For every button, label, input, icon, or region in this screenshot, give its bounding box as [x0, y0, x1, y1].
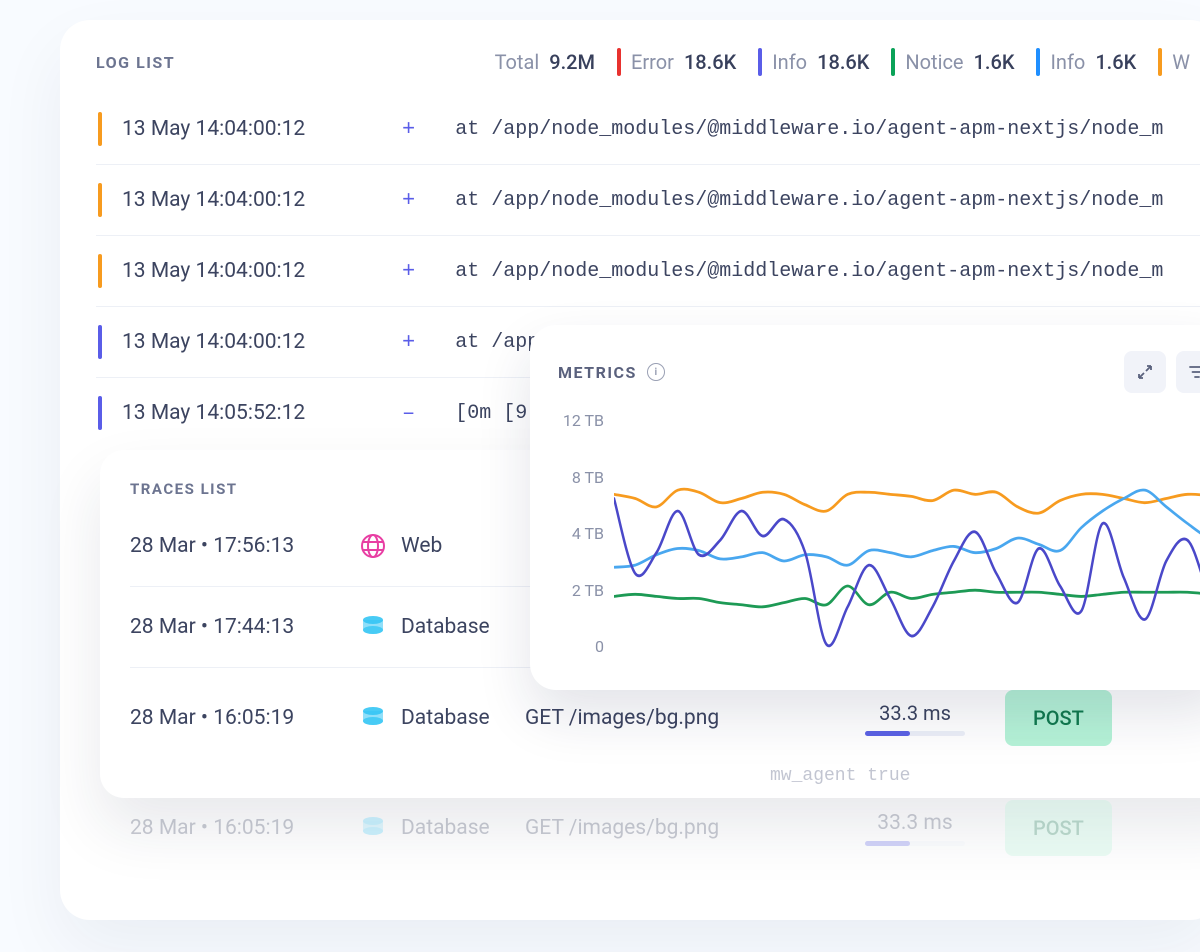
stat-item[interactable]: Total 9.2M: [495, 48, 595, 76]
series-line: [614, 499, 1200, 646]
stat-color-bar: [758, 48, 762, 76]
stat-label: W: [1172, 50, 1190, 74]
log-timestamp: 13 May 14:04:00:12: [122, 188, 362, 212]
stat-label: Total: [495, 50, 540, 74]
stat-item[interactable]: W: [1158, 48, 1190, 76]
trace-row-ghost: 28 Mar • 16:05:19 Database GET /images/b…: [130, 800, 1200, 856]
log-level-bar: [98, 325, 102, 359]
y-tick-label: 8 TB: [558, 468, 604, 487]
log-timestamp: 13 May 14:05:52:12: [122, 401, 362, 425]
trace-type-label: Database: [401, 706, 490, 730]
metrics-title: METRICS: [558, 363, 637, 382]
stat-label: Info: [1050, 50, 1085, 74]
trace-type: Database: [355, 609, 525, 645]
stat-value: 18.6K: [817, 50, 869, 74]
series-line: [614, 489, 1200, 513]
log-row[interactable]: 13 May 14:04:00:12 + at /app/node_module…: [96, 235, 1200, 306]
metrics-chart: 12 TB 8 TB 4 TB 2 TB 0: [558, 411, 1200, 681]
expand-toggle[interactable]: –: [382, 401, 435, 426]
filter-button[interactable]: [1176, 351, 1200, 393]
log-message: at /app/node_modules/@middleware.io/agen…: [455, 189, 1163, 212]
log-level-bar: [98, 396, 102, 430]
database-icon: [358, 612, 388, 642]
trace-type: Web: [355, 528, 525, 564]
trace-timestamp: 28 Mar • 17:56:13: [130, 534, 355, 558]
log-timestamp: 13 May 14:04:00:12: [122, 259, 362, 283]
mw-agent-text: mw_agent true: [770, 766, 910, 786]
filter-icon: [1188, 363, 1200, 381]
log-row[interactable]: 13 May 14:04:00:12 + at /app/node_module…: [96, 164, 1200, 235]
method-badge: POST: [1005, 690, 1112, 746]
stat-value: 1.6K: [974, 50, 1015, 74]
stat-item[interactable]: Error 18.6K: [617, 48, 736, 76]
y-tick-label: 2 TB: [558, 581, 604, 600]
log-level-bar: [98, 112, 102, 146]
log-level-bar: [98, 183, 102, 217]
stat-item[interactable]: Info 18.6K: [758, 48, 869, 76]
trace-type-label: Database: [401, 615, 490, 639]
duration: 33.3 ms: [825, 701, 1005, 736]
stat-label: Error: [631, 50, 674, 74]
log-timestamp: 13 May 14:04:00:12: [122, 117, 362, 141]
stat-color-bar: [617, 48, 621, 76]
y-axis: 12 TB 8 TB 4 TB 2 TB 0: [558, 411, 614, 656]
y-tick-label: 4 TB: [558, 524, 604, 543]
y-tick-label: 0: [558, 637, 604, 656]
database-icon: [358, 813, 388, 843]
expand-button[interactable]: [1124, 351, 1166, 393]
metrics-header: METRICS i: [558, 351, 1200, 393]
metrics-panel: METRICS i 12 TB 8 TB 4 TB 2 TB 0: [530, 325, 1200, 690]
stat-color-bar: [1036, 48, 1040, 76]
line-chart: [614, 411, 1200, 661]
expand-toggle[interactable]: +: [382, 188, 435, 213]
log-message: at /app/node_modules/@middleware.io/agen…: [455, 118, 1163, 141]
log-message: at /app/node_modules/@middleware.io/agen…: [455, 260, 1163, 283]
stat-item[interactable]: Info 1.6K: [1036, 48, 1136, 76]
trace-endpoint: GET /images/bg.png: [525, 706, 825, 730]
expand-toggle[interactable]: +: [382, 259, 435, 284]
database-icon: [358, 703, 388, 733]
trace-timestamp: 28 Mar • 16:05:19: [130, 706, 355, 730]
stat-value: 9.2M: [549, 50, 595, 74]
log-list-title: LOG LIST: [96, 53, 175, 72]
log-row[interactable]: 13 May 14:04:00:12 + at /app/node_module…: [96, 94, 1200, 164]
globe-icon: [358, 531, 388, 561]
y-tick-label: 12 TB: [558, 411, 604, 430]
expand-icon: [1136, 363, 1154, 381]
stat-color-bar: [891, 48, 895, 76]
log-level-bar: [98, 254, 102, 288]
log-header: LOG LIST Total 9.2MError 18.6KInfo 18.6K…: [96, 48, 1200, 76]
expand-toggle[interactable]: +: [382, 330, 435, 355]
stat-label: Info: [772, 50, 807, 74]
info-icon[interactable]: i: [647, 363, 665, 381]
stat-color-bar: [1158, 48, 1162, 76]
stat-item[interactable]: Notice 1.6K: [891, 48, 1014, 76]
trace-type-label: Web: [401, 534, 442, 558]
metrics-actions: [1124, 351, 1200, 393]
log-timestamp: 13 May 14:04:00:12: [122, 330, 362, 354]
trace-timestamp: 28 Mar • 17:44:13: [130, 615, 355, 639]
expand-toggle[interactable]: +: [382, 117, 435, 142]
log-message: [0m [9: [455, 402, 527, 425]
stat-label: Notice: [905, 50, 963, 74]
trace-type: Database: [355, 700, 525, 736]
stat-value: 1.6K: [1095, 50, 1136, 74]
stat-value: 18.6K: [684, 50, 736, 74]
duration-bar: [865, 731, 965, 736]
log-stats-row: Total 9.2MError 18.6KInfo 18.6KNotice 1.…: [495, 48, 1190, 76]
series-line: [614, 586, 1200, 607]
